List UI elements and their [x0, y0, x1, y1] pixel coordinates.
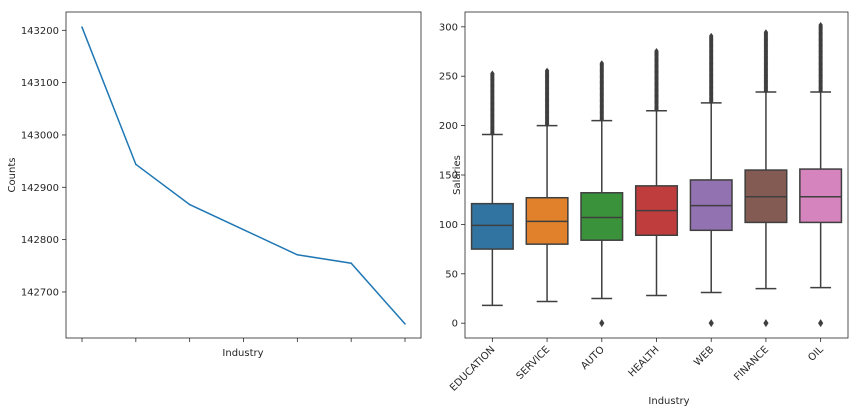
right-x-ticks: EDUCATION SERVICE AUTO HEALTH WEB FINANCE OIL [448, 338, 826, 394]
outlier-marker [763, 319, 769, 328]
right-x-tick-label: OIL [806, 344, 826, 364]
box-oil [799, 22, 843, 328]
right-x-tick-label: WEB [692, 344, 716, 368]
box-finance [744, 29, 788, 328]
left-y-tick-label: 142900 [21, 183, 59, 194]
right-y-axis-label: Salaries [452, 155, 463, 195]
box-web [689, 32, 733, 328]
right-x-tick-label: FINANCE [732, 344, 771, 383]
box-service [525, 67, 569, 303]
left-y-tick-label: 143000 [21, 130, 59, 141]
right-boxes [470, 22, 843, 328]
right-y-tick-label: 100 [439, 220, 458, 231]
counts-data-point [188, 203, 191, 206]
right-x-tick-label: HEALTH [627, 344, 662, 379]
right-y-tick-label: 150 [439, 171, 458, 182]
outlier-marker [708, 319, 714, 328]
outlier-marker [490, 70, 495, 77]
counts-series-line [81, 26, 406, 325]
left-y-tick-label: 142800 [21, 235, 59, 246]
box-education [470, 70, 514, 307]
outlier-marker [763, 29, 769, 36]
right-y-tick-label: 200 [439, 121, 458, 132]
counts-data-point [296, 253, 299, 256]
box-iqr [799, 168, 843, 224]
right-y-tick-label: 300 [439, 22, 458, 33]
left-x-axis-label: Industry [222, 348, 263, 359]
box-iqr [580, 192, 624, 241]
outlier-marker [709, 32, 714, 39]
counts-data-point [135, 163, 137, 166]
left-y-ticks: 142700 142800 142900 143000 143100 143200 [21, 26, 66, 298]
outlier-marker [544, 67, 550, 74]
outlier-marker [818, 22, 823, 29]
right-y-tick-label: 50 [445, 269, 458, 280]
counts-data-point [242, 228, 245, 231]
right-y-tick-label: 0 [452, 319, 458, 330]
left-y-tick-label: 142700 [21, 287, 59, 298]
right-x-tick-label: SERVICE [515, 344, 553, 382]
left-plot-frame [65, 11, 422, 339]
counts-data-point [350, 262, 352, 264]
left-y-tick-label: 143100 [21, 78, 59, 89]
right-y-tick-label: 250 [439, 72, 458, 83]
left-x-ticks [81, 338, 406, 342]
left-y-tick-label: 143200 [21, 26, 59, 37]
counts-series-points [81, 26, 406, 325]
counts-data-point [81, 26, 83, 28]
outlier-marker [654, 48, 659, 54]
counts-line-chart: 142700 142800 142900 143000 143100 143200 Ind… [7, 11, 422, 359]
left-y-axis-label: Counts [7, 158, 18, 193]
outlier-marker [599, 60, 604, 67]
salaries-box-plot: 0 50 100 150 200 250 300 EDUCATION SERVICE AUTO H… [439, 11, 849, 407]
box-auto [580, 60, 624, 328]
box-health [634, 48, 679, 297]
right-x-axis-label: Industry [648, 396, 689, 407]
right-y-ticks: 0 50 100 150 200 250 300 [439, 22, 465, 330]
right-x-tick-label: EDUCATION [448, 344, 497, 393]
box-iqr [470, 202, 514, 250]
right-x-tick-label: AUTO [579, 344, 607, 372]
outlier-marker [818, 319, 824, 328]
outlier-marker [599, 319, 605, 328]
counts-data-point [404, 323, 406, 325]
